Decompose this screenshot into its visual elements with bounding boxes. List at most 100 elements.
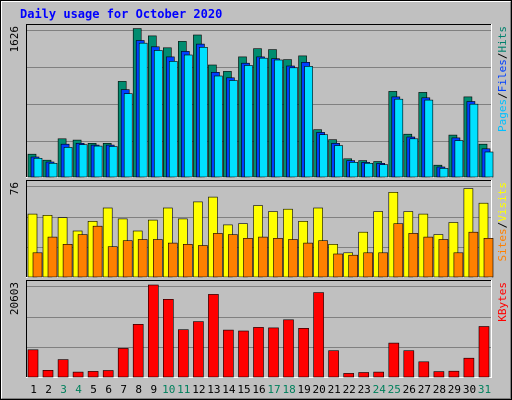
bar-kbytes-day-4 — [72, 371, 84, 378]
day-label: 4 — [75, 383, 82, 396]
bar-kbytes-day-10 — [163, 298, 174, 378]
bar-pages-day-7 — [123, 93, 133, 178]
bar-visits-day-24 — [373, 211, 384, 278]
bar-sites-day-22 — [348, 254, 359, 278]
bar-sites-day-11 — [183, 244, 193, 278]
day-label: 9 — [150, 383, 157, 396]
bar-pages-day-31 — [484, 151, 494, 178]
bar-sites-day-17 — [273, 238, 283, 278]
day-label: 3 — [60, 383, 67, 396]
panel-visits-sites: 76 Sites/Visits — [8, 180, 509, 278]
bar-sites-day-23 — [363, 252, 374, 278]
bar-kbytes-day-17 — [268, 327, 279, 378]
bar-sites-day-24 — [378, 252, 389, 278]
day-label: 18 — [282, 383, 295, 396]
bar-sites-day-15 — [243, 238, 253, 278]
bar-sites-day-10 — [168, 242, 178, 278]
day-label: 1 — [30, 383, 37, 396]
bar-sites-day-2 — [47, 236, 58, 278]
bar-kbytes-day-2 — [42, 369, 54, 378]
y-max-label: 76 — [8, 182, 21, 195]
day-label: 28 — [433, 383, 446, 396]
y-max-label: 1626 — [8, 26, 21, 53]
bar-pages-day-14 — [229, 80, 238, 178]
day-label: 21 — [328, 383, 341, 396]
day-label: 30 — [463, 383, 476, 396]
bar-kbytes-day-22 — [343, 373, 355, 378]
chart-title: Daily usage for October 2020 — [20, 7, 222, 21]
series-axis-label: Sites/Visits — [496, 182, 509, 262]
bar-sites-day-9 — [153, 239, 163, 278]
day-label: 13 — [207, 383, 220, 396]
label-files: Files — [496, 59, 509, 92]
bar-pages-day-23 — [364, 163, 374, 178]
bar-sites-day-19 — [303, 242, 313, 278]
bar-kbytes-day-13 — [208, 294, 219, 378]
day-label: 26 — [403, 383, 416, 396]
day-label: 19 — [297, 383, 310, 396]
bar-pages-day-11 — [184, 54, 193, 178]
bar-sites-day-7 — [122, 240, 133, 278]
bar-pages-day-4 — [78, 144, 88, 178]
y-max-label: 20603 — [8, 282, 21, 315]
bar-pages-day-3 — [63, 147, 73, 178]
label-kbytes: KBytes — [496, 282, 509, 322]
bar-kbytes-day-7 — [117, 348, 129, 378]
bar-sites-day-13 — [213, 233, 223, 278]
bar-sites-day-31 — [483, 238, 494, 278]
bar-sites-day-1 — [32, 252, 43, 278]
label-separator: / — [496, 53, 509, 60]
bar-pages-day-16 — [259, 57, 268, 178]
bar-kbytes-day-31 — [478, 326, 490, 378]
bar-kbytes-day-20 — [313, 292, 324, 378]
label-separator: / — [496, 92, 509, 99]
bar-kbytes-day-5 — [87, 371, 99, 378]
bar-pages-day-27 — [424, 99, 434, 178]
bar-kbytes-day-6 — [102, 370, 114, 378]
day-label: 11 — [177, 383, 190, 396]
bar-kbytes-day-21 — [328, 350, 339, 378]
bar-pages-day-22 — [349, 162, 359, 178]
bar-pages-day-29 — [454, 140, 464, 178]
day-label: 23 — [358, 383, 371, 396]
bar-pages-day-15 — [244, 65, 253, 178]
bar-kbytes-day-8 — [132, 323, 144, 378]
day-label: 8 — [135, 383, 142, 396]
bar-sites-day-26 — [408, 233, 419, 278]
label-sites: Sites — [496, 228, 509, 261]
panel-hits-files-pages: 1626 Pages/Files/Hits — [8, 24, 509, 178]
series-axis-label: Pages/Files/Hits — [496, 26, 509, 132]
day-label: 17 — [267, 383, 280, 396]
label-visits: Visits — [496, 182, 509, 222]
bar-pages-day-26 — [409, 138, 419, 178]
bar-pages-day-20 — [319, 134, 328, 178]
bar-sites-day-21 — [333, 253, 343, 278]
bar-pages-day-18 — [289, 67, 298, 178]
bar-pages-day-1 — [33, 158, 43, 178]
bar-sites-day-6 — [107, 246, 118, 278]
day-label: 22 — [343, 383, 356, 396]
bar-pages-day-13 — [214, 75, 223, 178]
day-label: 10 — [162, 383, 175, 396]
bar-kbytes-day-24 — [373, 371, 385, 378]
bar-kbytes-day-23 — [358, 372, 370, 378]
bar-sites-day-18 — [288, 239, 298, 278]
bar-pages-day-28 — [439, 168, 449, 178]
day-label: 12 — [192, 383, 205, 396]
bar-sites-day-8 — [137, 239, 148, 278]
bar-kbytes-day-30 — [463, 357, 475, 378]
bar-pages-day-21 — [334, 145, 343, 178]
bar-kbytes-day-1 — [27, 349, 39, 378]
day-label: 31 — [478, 383, 491, 396]
day-label: 7 — [120, 383, 127, 396]
bar-pages-day-12 — [199, 46, 208, 178]
bar-kbytes-day-14 — [223, 329, 234, 378]
label-separator: / — [496, 222, 509, 229]
day-label: 5 — [90, 383, 97, 396]
bar-kbytes-day-12 — [193, 321, 204, 378]
bar-pages-day-5 — [93, 145, 103, 178]
bar-sites-day-25 — [393, 223, 404, 278]
bar-sites-day-4 — [77, 234, 88, 278]
bar-kbytes-day-25 — [388, 342, 400, 378]
bar-sites-day-12 — [198, 245, 208, 278]
